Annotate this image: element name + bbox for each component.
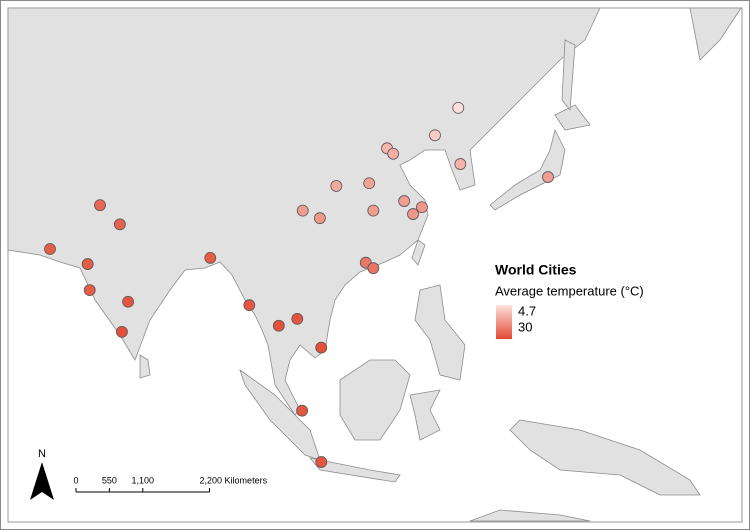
city-point xyxy=(542,171,554,183)
cities xyxy=(44,101,554,468)
city-point xyxy=(367,262,380,275)
legend-max: 30 xyxy=(518,319,532,334)
city-point xyxy=(204,252,217,264)
city-point xyxy=(387,147,400,160)
city-point xyxy=(296,404,308,417)
scale-bar: 0 550 1,100 2,200 Kilometers xyxy=(73,475,268,493)
north-arrow: N xyxy=(30,448,54,500)
sri-lanka xyxy=(139,354,151,379)
north-arrow-shape xyxy=(30,462,54,500)
city-point xyxy=(94,199,106,212)
city-point xyxy=(330,180,343,192)
city-point xyxy=(367,204,380,217)
north-label: N xyxy=(38,448,46,460)
legend-min: 4.7 xyxy=(518,303,536,318)
philippines xyxy=(414,284,466,381)
kamchatka xyxy=(689,7,742,61)
city-point xyxy=(429,129,441,142)
city-point xyxy=(398,195,411,207)
java xyxy=(308,457,401,483)
sumatra xyxy=(239,368,321,461)
sulawesi xyxy=(409,389,441,441)
city-point xyxy=(315,456,328,468)
city-point xyxy=(315,341,328,354)
city-point xyxy=(313,212,326,225)
city-point xyxy=(116,325,128,338)
scale-label: 550 xyxy=(102,475,117,485)
legend: World Cities Average temperature (°C) 4.… xyxy=(495,262,644,339)
scale-label: 1,100 xyxy=(132,475,155,485)
legend-subtitle: Average temperature (°C) xyxy=(495,283,644,298)
scale-label: 0 xyxy=(73,475,78,485)
taiwan xyxy=(411,239,426,266)
city-point xyxy=(83,284,96,297)
city-point xyxy=(122,295,134,308)
honshu xyxy=(489,128,566,211)
city-point xyxy=(363,177,376,190)
sakhalin xyxy=(561,39,576,112)
city-point xyxy=(452,101,465,114)
city-point xyxy=(113,218,126,231)
legend-title: World Cities xyxy=(495,262,577,278)
city-point xyxy=(44,243,56,255)
city-point xyxy=(416,201,428,214)
borneo xyxy=(339,359,411,441)
city-point xyxy=(272,319,285,332)
city-point xyxy=(296,204,309,217)
city-point xyxy=(291,312,304,325)
legend-ramp xyxy=(496,305,512,339)
new-guinea xyxy=(509,419,701,496)
city-point xyxy=(454,158,467,170)
city-point xyxy=(407,208,419,220)
scale-label: 2,200 Kilometers xyxy=(200,475,268,485)
australia xyxy=(469,509,591,522)
city-point xyxy=(243,299,256,312)
city-point xyxy=(81,258,94,270)
